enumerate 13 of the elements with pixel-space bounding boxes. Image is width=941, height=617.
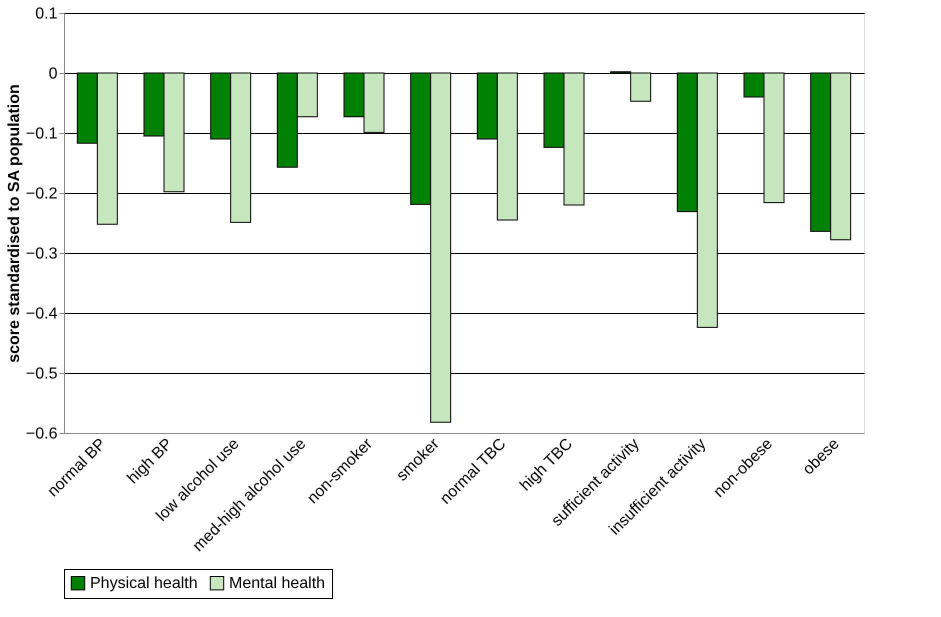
y-axis-title: score standardised to SA population (6, 84, 23, 363)
y-tick-label: −0.5 (26, 366, 58, 382)
legend-label: Physical health (90, 575, 198, 592)
legend-label: Mental health (229, 575, 326, 592)
y-tick-label: −0.6 (26, 426, 58, 442)
x-tick-label: high BP (124, 436, 176, 488)
y-tick-label: −0.3 (26, 246, 58, 262)
y-tick-label: 0 (48, 66, 58, 82)
y-tick-label: −0.1 (26, 126, 58, 142)
y-tick-label: −0.2 (26, 186, 58, 202)
x-tick-label: high TBC (517, 436, 576, 494)
y-tick-label: 0.1 (35, 6, 58, 22)
y-tick-label: −0.4 (26, 306, 58, 322)
